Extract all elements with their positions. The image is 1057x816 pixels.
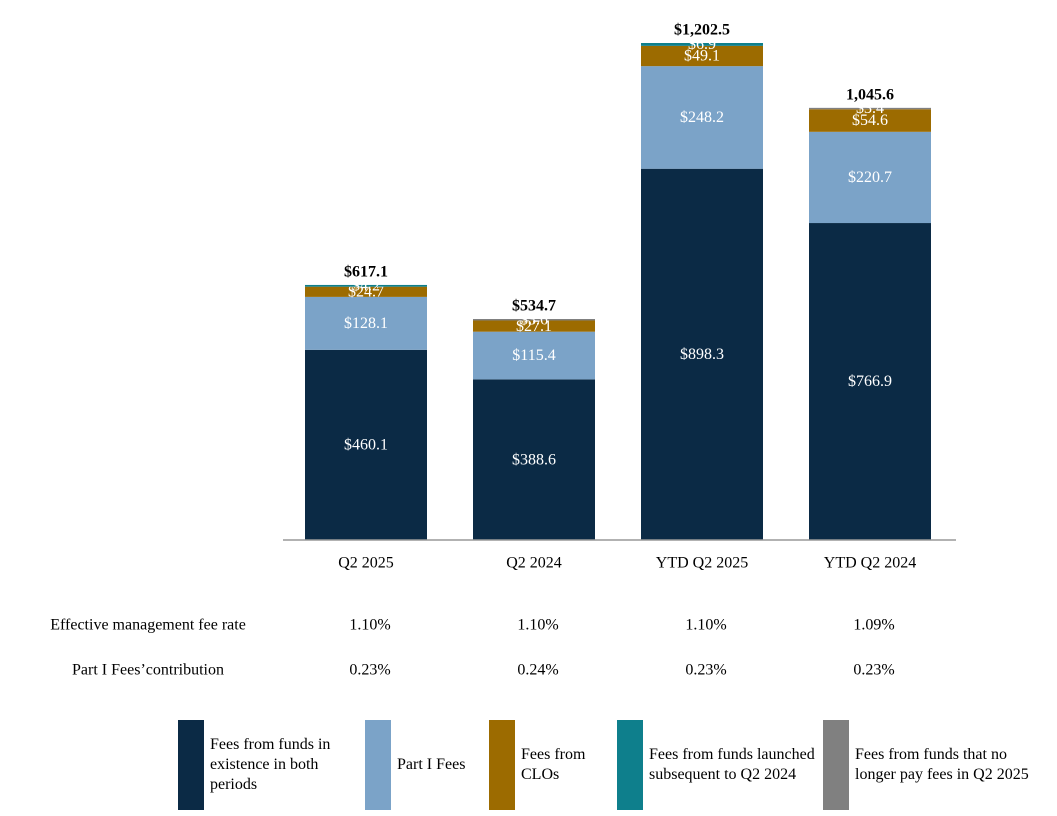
legend-label: Fees from funds that no longer pay fees … xyxy=(855,746,1029,783)
bar-segment xyxy=(473,319,595,321)
bar-segment xyxy=(809,131,931,224)
legend-swatch xyxy=(365,720,391,810)
table-value: 0.23% xyxy=(853,662,894,679)
bar-segment xyxy=(305,349,427,540)
legend-label: Part I Fees xyxy=(397,756,466,773)
legend-item: Fees from funds in existence in both per… xyxy=(178,720,340,810)
value-label: $4.2 xyxy=(352,277,380,294)
value-label: $115.4 xyxy=(512,347,555,364)
bar-segment xyxy=(305,296,427,350)
total-label: $534.7 xyxy=(512,298,556,315)
value-label: $766.9 xyxy=(848,373,892,390)
table-value: 1.10% xyxy=(517,617,558,634)
total-label: $617.1 xyxy=(344,264,388,281)
bar-segment xyxy=(473,379,595,540)
bar-segment xyxy=(305,284,427,287)
table-value: 0.24% xyxy=(517,662,558,679)
value-label: $24.7 xyxy=(348,283,384,300)
legend-item: Fees from funds that no longer pay fees … xyxy=(823,720,1030,810)
legend-item: Part I Fees xyxy=(365,720,487,810)
bar-segment xyxy=(473,331,595,380)
value-label: $3.6 xyxy=(520,311,548,328)
bar-segment xyxy=(641,168,763,540)
value-label: $220.7 xyxy=(848,169,892,186)
legend-swatch xyxy=(178,720,204,810)
bar-segment xyxy=(809,109,931,132)
total-label: 1,045.6 xyxy=(846,87,894,104)
x-tick-label: YTD Q2 2025 xyxy=(656,555,748,572)
value-label: $27.1 xyxy=(516,318,552,335)
legend-item: Fees from CLOs xyxy=(489,720,611,810)
bar-segment xyxy=(809,107,931,110)
total-label: $1,202.5 xyxy=(674,22,730,39)
value-label: $248.2 xyxy=(680,109,724,126)
value-label: $898.3 xyxy=(680,346,724,363)
table-value: 0.23% xyxy=(349,662,390,679)
bar-segment xyxy=(473,320,595,332)
x-tick-label: YTD Q2 2024 xyxy=(824,555,916,572)
table-value: 1.09% xyxy=(853,617,894,634)
table-value: 1.10% xyxy=(685,617,726,634)
value-label: $388.6 xyxy=(512,451,556,468)
x-tick-label: Q2 2024 xyxy=(506,555,562,572)
bar-segment xyxy=(641,66,763,169)
legend-swatch xyxy=(617,720,643,810)
x-tick-label: Q2 2025 xyxy=(338,555,394,572)
row-label: Part I Fees’contribution xyxy=(72,662,224,679)
legend-label: Fees from funds launched subsequent to Q… xyxy=(649,746,815,783)
value-label: $6.9 xyxy=(688,36,716,53)
legend-label: Fees from CLOs xyxy=(521,746,586,783)
table-value: 0.23% xyxy=(685,662,726,679)
value-label: $3.4 xyxy=(856,100,884,117)
legend-swatch xyxy=(823,720,849,810)
table-value: 1.10% xyxy=(349,617,390,634)
value-label: $54.6 xyxy=(852,112,888,129)
legend-item: Fees from funds launched subsequent to Q… xyxy=(617,720,824,810)
value-label: $49.1 xyxy=(684,48,720,65)
bar-segment xyxy=(809,223,931,540)
legend-label: Fees from funds in existence in both per… xyxy=(210,736,331,793)
value-label: $460.1 xyxy=(344,437,388,454)
value-label: $128.1 xyxy=(344,315,388,332)
bar-segment xyxy=(641,45,763,67)
legend-swatch xyxy=(489,720,515,810)
bar-segment xyxy=(305,286,427,297)
bar-segment xyxy=(641,43,763,46)
row-label: Effective management fee rate xyxy=(50,617,246,634)
